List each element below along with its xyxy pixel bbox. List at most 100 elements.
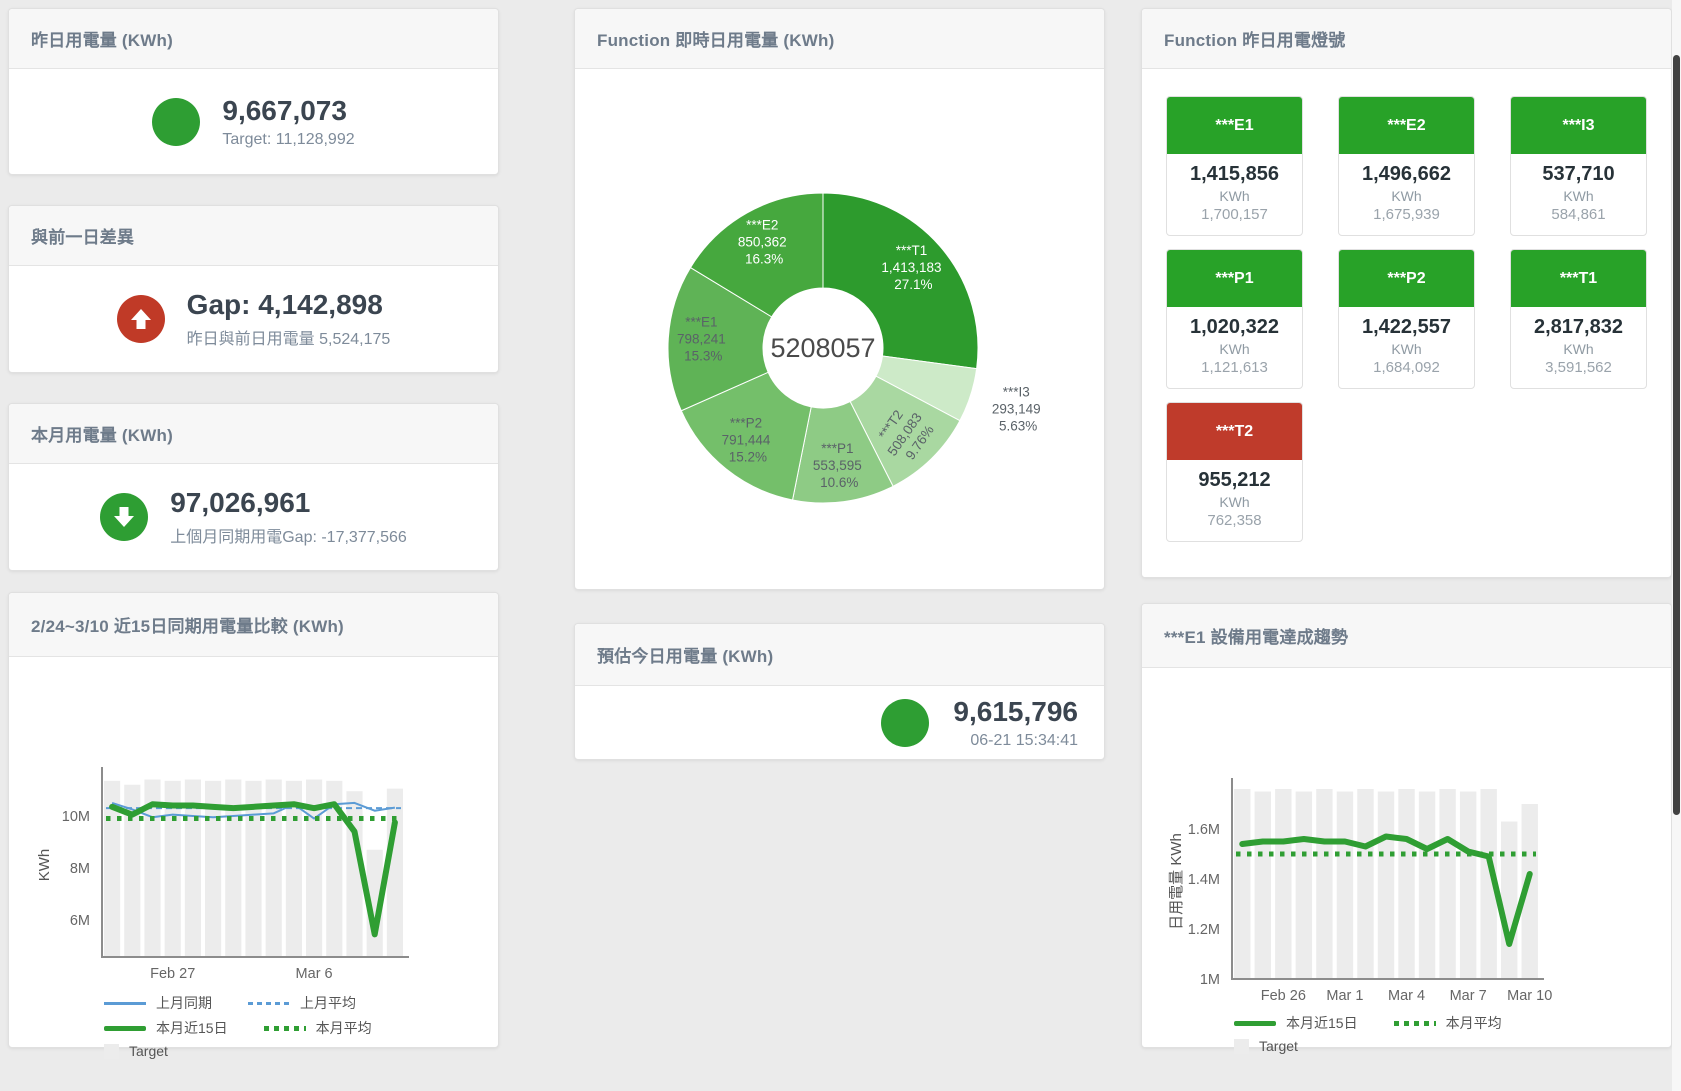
- kpi-body: Gap: 4,142,898 昨日與前日用電量 5,524,175: [9, 266, 498, 372]
- donut-slice[interactable]: ***P2: [680, 371, 812, 501]
- target-bar: [346, 791, 363, 957]
- status-tile: ***P2 1,422,557 KWh 1,684,092: [1338, 249, 1475, 389]
- kpi-subtitle: 昨日與前日用電量 5,524,175: [186, 331, 391, 348]
- kpi-value: 9,667,073: [222, 94, 347, 126]
- tile-header: ***E1: [1167, 97, 1302, 154]
- legend-label: Target: [1259, 1038, 1298, 1054]
- kpi-body: 9,667,073 Target: 11,128,992: [9, 69, 498, 174]
- target-bar: [265, 779, 282, 957]
- legend-row: 本月近15日 本月平均: [1234, 1013, 1671, 1033]
- y-tick-label: 8M: [70, 861, 90, 877]
- legend-label: 本月近15日: [1286, 1015, 1358, 1031]
- card-title: Function 即時日用電量 (KWh): [597, 31, 835, 50]
- target-bar: [1398, 789, 1415, 979]
- x-tick-label: Feb 26: [1261, 988, 1306, 1003]
- e1-trend-chart: 1M 1.2M 1.4M 1.6M Feb 26 Mar 1 Mar 4 Mar 7 Mar 1…: [1168, 778, 1552, 1004]
- target-bar: [144, 779, 161, 957]
- card-title: 2/24~3/10 近15日同期用電量比較 (KWh): [31, 617, 344, 636]
- donut-slice-label: ***P1 553,595 10.6%: [813, 441, 866, 490]
- donut-center-label: 5208057: [770, 333, 875, 363]
- y-axis-title: 日用電量 KWh: [1168, 833, 1185, 930]
- target-bar: [1459, 791, 1477, 979]
- target-bar: [1521, 804, 1538, 979]
- status-circle-icon: [152, 97, 201, 146]
- target-bar: [1480, 789, 1497, 979]
- tile-value: 1,422,557: [1362, 316, 1451, 338]
- status-tile: ***T2 955,212 KWh 762,358: [1166, 402, 1303, 542]
- x-tick-label: Mar 6: [296, 966, 333, 982]
- target-bar: [306, 779, 323, 957]
- target-bar: [1418, 791, 1436, 979]
- kpi-subtitle: 上個月同期用電Gap: -17,377,566: [170, 529, 407, 546]
- legend-label: 上月平均: [300, 995, 356, 1011]
- tile-target-value: 1,675,939: [1373, 206, 1440, 223]
- realtime-donut-chart: ***T1 ***T1 1,413,183 27.1%***I3 ***I3 2…: [667, 192, 1045, 504]
- tile-target-value: 1,121,613: [1201, 359, 1268, 376]
- kpi-value: 9,615,796: [953, 695, 1078, 727]
- target-bar: [326, 780, 343, 957]
- donut-slice[interactable]: ***T1: [822, 192, 979, 370]
- target-bar: [104, 780, 121, 957]
- card-title: ***E1 設備用電達成趨勢: [1164, 628, 1349, 647]
- legend-label: 本月平均: [1445, 1015, 1502, 1031]
- status-tile: ***E2 1,496,662 KWh 1,675,939: [1338, 96, 1475, 236]
- kpi-value: 97,026,961: [170, 487, 311, 518]
- donut-slice-label: ***I3 293,149 5.63%: [992, 385, 1045, 434]
- card-header: 2/24~3/10 近15日同期用電量比較 (KWh): [9, 593, 498, 657]
- arrow-up-icon: [116, 295, 165, 343]
- scrollbar-track[interactable]: [1672, 0, 1681, 1091]
- target-bar: [1500, 821, 1518, 979]
- legend-swatch: [104, 1043, 119, 1059]
- legend-item[interactable]: 上月同期: [104, 993, 212, 1013]
- status-tile: ***T1 2,817,832 KWh 3,591,562: [1510, 249, 1647, 389]
- legend-item[interactable]: 本月平均: [1393, 1013, 1502, 1033]
- target-bar: [1377, 791, 1395, 979]
- x-tick-label: Mar 10: [1507, 988, 1552, 1003]
- card-header: 昨日用電量 (KWh): [9, 9, 498, 69]
- legend-swatch: [1234, 1038, 1249, 1054]
- y-tick-label: 10M: [62, 809, 90, 825]
- card-title: Function 昨日用電燈號: [1164, 31, 1346, 50]
- scrollbar-thumb[interactable]: [1673, 55, 1680, 815]
- card-title: 本月用電量 (KWh): [31, 426, 173, 445]
- donut-slice[interactable]: ***E2: [689, 192, 824, 318]
- tile-target-value: 3,591,562: [1545, 359, 1612, 376]
- x-tick-label: Mar 1: [1326, 988, 1363, 1003]
- x-tick-label: Mar 7: [1450, 988, 1487, 1003]
- chart-legend: 上月同期 上月平均本月近15日 本月平均 Target: [9, 993, 498, 1059]
- target-bar: [1439, 789, 1456, 979]
- legend-item[interactable]: 上月平均: [248, 993, 356, 1013]
- card-e1-trend-chart: ***E1 設備用電達成趨勢 1M 1.2M 1.4M 1.6M Feb 26 Mar 1…: [1141, 603, 1672, 1054]
- legend-item[interactable]: 本月近15日: [1234, 1013, 1358, 1033]
- status-tile: ***P1 1,020,322 KWh 1,121,613: [1166, 249, 1303, 389]
- tile-unit: KWh: [1563, 188, 1594, 204]
- target-bar: [1234, 789, 1251, 979]
- legend-item[interactable]: 本月近15日: [104, 1018, 228, 1038]
- kpi-value: Gap: 4,142,898: [186, 289, 383, 320]
- kpi-timestamp: 06-21 15:34:41: [970, 731, 1078, 749]
- tile-header: ***I3: [1511, 97, 1646, 154]
- legend-row: 上月同期 上月平均: [104, 993, 498, 1013]
- legend-item[interactable]: Target: [1234, 1038, 1298, 1054]
- donut-slice[interactable]: ***E1: [667, 266, 773, 412]
- target-bar: [285, 780, 302, 957]
- target-bar: [245, 780, 262, 957]
- arrow-down-icon: [100, 493, 149, 541]
- legend-item[interactable]: Target: [104, 1043, 168, 1059]
- series-line: [111, 801, 396, 820]
- tile-target-value: 1,684,092: [1373, 359, 1440, 376]
- tile-value: 1,020,322: [1190, 316, 1279, 338]
- 15day-comparison-chart: 6M 8M 10M Feb 27 Mar 6 KWh: [36, 767, 409, 982]
- legend-label: Target: [129, 1043, 168, 1059]
- y-tick-label: 1.6M: [1188, 822, 1220, 838]
- target-bar: [366, 849, 383, 957]
- tile-unit: KWh: [1563, 341, 1594, 357]
- legend-row: 本月近15日 本月平均: [104, 1018, 498, 1038]
- target-bar: [1254, 791, 1272, 979]
- card-15day-comparison-chart: 2/24~3/10 近15日同期用電量比較 (KWh) 6M 8M 10M Feb 2…: [8, 592, 499, 1059]
- card-header: 與前一日差異: [9, 206, 498, 266]
- status-tiles-grid: ***E1 1,415,856 KWh 1,700,157 ***E2 1,496,662…: [1142, 69, 1671, 569]
- target-bar: [164, 780, 181, 957]
- tile-value: 2,817,832: [1534, 316, 1623, 338]
- legend-item[interactable]: 本月平均: [263, 1018, 372, 1038]
